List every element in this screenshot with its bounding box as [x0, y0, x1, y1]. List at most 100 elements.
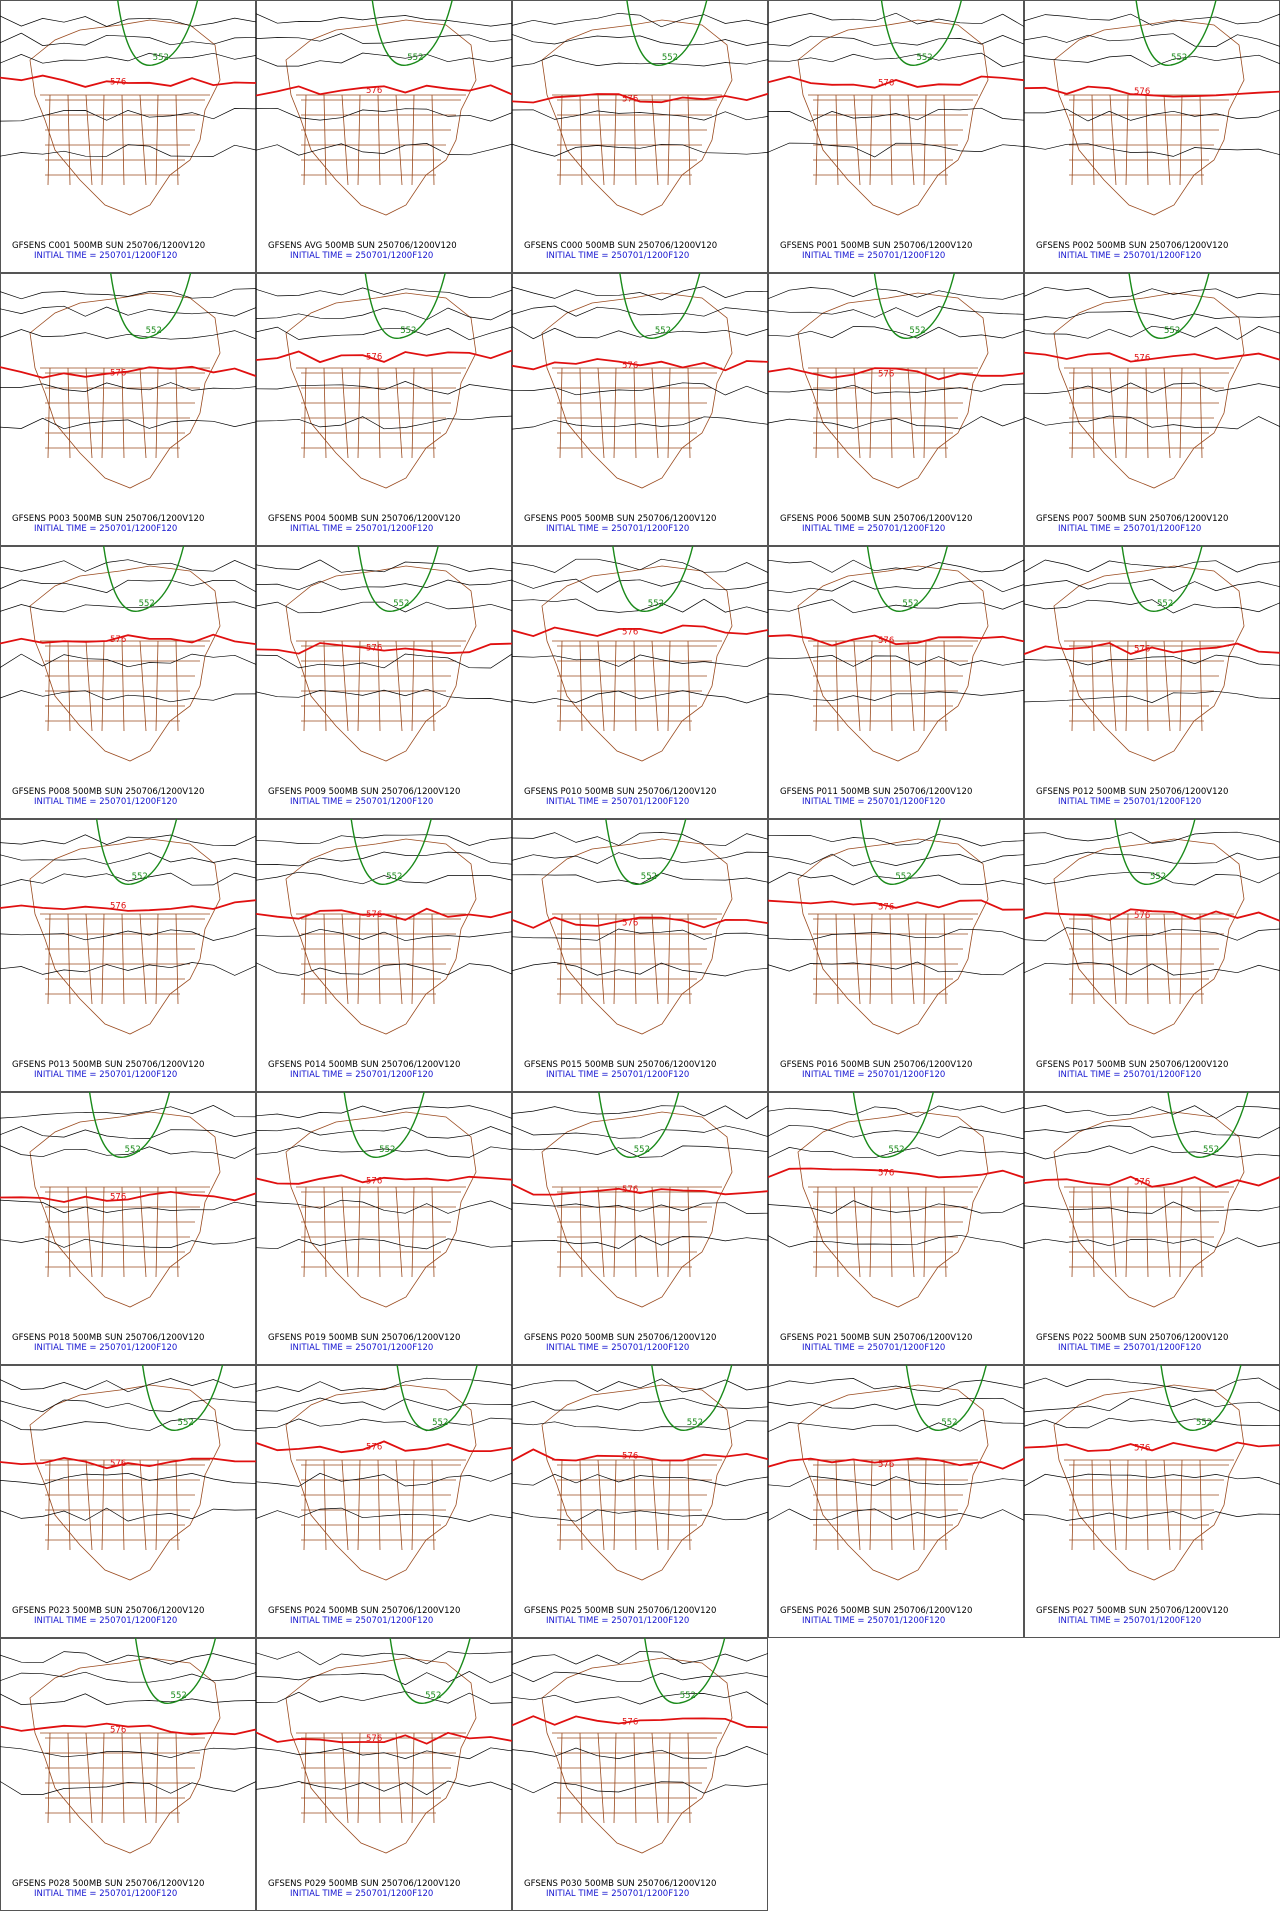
contour-line	[768, 287, 1024, 300]
state-line	[613, 1459, 617, 1551]
state-line	[597, 913, 605, 1005]
contour-line	[768, 1420, 1024, 1433]
state-line	[377, 640, 381, 732]
contour-label: 552	[655, 326, 671, 336]
panel-title: GFSENS P011 500MB SUN 250706/1200V120	[780, 787, 972, 797]
contour-576	[256, 642, 512, 655]
contour-line	[0, 382, 256, 392]
state-line	[1125, 1186, 1129, 1278]
contour-line	[768, 559, 1024, 573]
state-line	[687, 1186, 691, 1278]
state-line	[907, 640, 915, 732]
contour-line	[768, 599, 1024, 614]
panel-title: GFSENS P005 500MB SUN 250706/1200V120	[524, 514, 716, 524]
state-line	[889, 94, 893, 186]
height-contours	[1024, 559, 1280, 703]
state-line	[1199, 913, 1203, 1005]
panel-init-time: INITIAL TIME = 250701/1200F120	[34, 1343, 177, 1353]
contour-line	[0, 1237, 256, 1248]
state-line	[411, 94, 415, 186]
map-panel: 576 552 GFSENS P002 500MB SUN 250706/1200V…	[1024, 0, 1280, 273]
contour-label: 552	[407, 53, 423, 63]
state-line	[579, 913, 583, 1005]
contour-line	[0, 417, 256, 430]
contour-576	[768, 1167, 1024, 1179]
state-line	[1125, 367, 1129, 459]
panel-title: GFSENS P028 500MB SUN 250706/1200V120	[12, 1879, 204, 1889]
height-contours	[768, 1105, 1024, 1249]
state-line	[1199, 94, 1203, 186]
contour-line	[0, 1105, 256, 1119]
map-panel: 576 552 GFSENS P024 500MB SUN 250706/1200V…	[256, 1365, 512, 1638]
contour-576	[512, 1183, 768, 1196]
contour-line	[512, 143, 768, 157]
contour-line	[0, 1398, 256, 1413]
state-line	[431, 1732, 435, 1824]
state-line	[155, 367, 159, 459]
contour-552	[396, 1365, 478, 1431]
state-line	[687, 640, 691, 732]
state-line	[1163, 1186, 1171, 1278]
panel-init-time: INITIAL TIME = 250701/1200F120	[1058, 524, 1201, 534]
contour-label: 552	[139, 599, 155, 609]
state-line	[323, 1186, 327, 1278]
contour-line	[256, 1397, 512, 1412]
contour-line	[768, 52, 1024, 68]
map-panel: 576 552 GFSENS P004 500MB SUN 250706/1200V…	[256, 273, 512, 546]
political-borders	[29, 838, 221, 1035]
contour-line	[512, 109, 768, 121]
state-line	[835, 367, 839, 459]
contour-line	[768, 833, 1024, 847]
coastline	[29, 1384, 221, 1581]
state-line	[155, 94, 159, 186]
contour-line	[0, 1126, 256, 1139]
state-line	[1109, 640, 1117, 732]
state-line	[377, 367, 381, 459]
panel-border	[0, 546, 256, 819]
state-line	[47, 1186, 51, 1278]
contour-576	[768, 367, 1024, 381]
state-line	[175, 913, 179, 1005]
state-line	[633, 367, 637, 459]
state-line	[175, 367, 179, 459]
panel-init-time: INITIAL TIME = 250701/1200F120	[802, 797, 945, 807]
state-line	[357, 1732, 361, 1824]
height-contours	[0, 288, 256, 430]
panel-border	[0, 819, 256, 1092]
coastline	[797, 565, 989, 762]
state-line	[597, 367, 605, 459]
contour-label: 576	[622, 919, 638, 929]
contour-line	[256, 601, 512, 614]
contour-line	[768, 326, 1024, 339]
contour-576	[768, 899, 1024, 911]
contour-line	[256, 1747, 512, 1760]
state-line	[687, 913, 691, 1005]
state-line	[1163, 367, 1171, 459]
contour-label: 552	[909, 326, 925, 336]
state-line	[667, 640, 671, 732]
map-panel: 576 552 GFSENS P022 500MB SUN 250706/1200V…	[1024, 1092, 1280, 1365]
state-line	[815, 913, 819, 1005]
contour-552	[651, 1365, 733, 1431]
contour-576	[256, 84, 512, 97]
state-line	[357, 1459, 361, 1551]
panel-init-time: INITIAL TIME = 250701/1200F120	[546, 251, 689, 261]
contour-label: 552	[178, 1418, 194, 1428]
map-panel: 576 552 GFSENS P018 500MB SUN 250706/1200V…	[0, 1092, 256, 1365]
contour-576	[512, 1715, 768, 1729]
contour-line	[256, 52, 512, 67]
state-line	[651, 1186, 659, 1278]
state-line	[923, 1186, 927, 1278]
state-line	[323, 640, 327, 732]
contour-552	[852, 1092, 935, 1158]
coastline	[797, 1384, 989, 1581]
state-line	[85, 94, 93, 186]
contour-line	[0, 288, 256, 300]
contour-552	[905, 1365, 988, 1431]
political-borders	[29, 292, 221, 489]
panel-title: GFSENS P027 500MB SUN 250706/1200V120	[1036, 1606, 1228, 1616]
contour-552	[364, 273, 446, 339]
contour-576	[1024, 351, 1280, 363]
state-line	[1125, 640, 1129, 732]
panel-border	[512, 819, 768, 1092]
